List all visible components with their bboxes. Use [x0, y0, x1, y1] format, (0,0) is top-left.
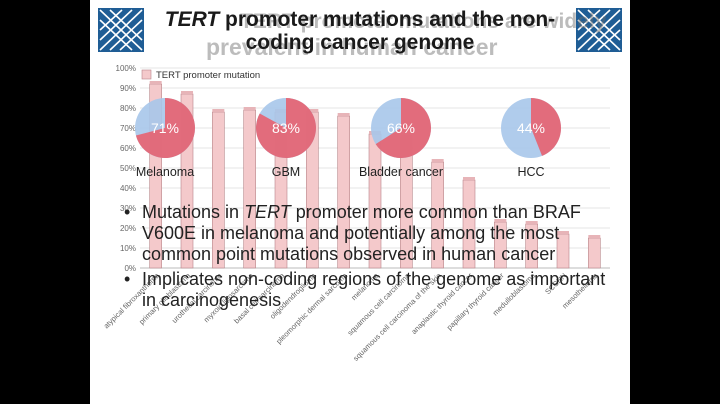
- ghost-title-line1: TERT promoter mutations are widely: [240, 10, 607, 33]
- bar-top: [588, 235, 601, 238]
- logo-mark-icon: [576, 8, 622, 52]
- tert-mutation-chart: 0%10%20%30%40%50%60%70%80%90%100%atypica…: [102, 64, 610, 363]
- bar-top: [431, 159, 444, 162]
- title-line2: coding cancer genome: [245, 31, 475, 54]
- bullet-item: • Mutations in TERT promoter more common…: [120, 202, 620, 265]
- bullet-text-italic: TERT: [244, 202, 291, 222]
- y-tick-label: 70%: [120, 124, 136, 133]
- pie-percent-label: 71%: [151, 120, 179, 136]
- pie-percent-label: 83%: [272, 120, 300, 136]
- ghost-title-line2: prevalent in human cancer: [206, 34, 498, 60]
- bullet-text-post: promoter more common than BRAF V600E in …: [142, 202, 581, 264]
- y-tick-label: 90%: [120, 84, 136, 93]
- slide-title: TERT promoter mutations and the non- cod…: [150, 8, 570, 54]
- legend-swatch: [141, 69, 152, 80]
- bullet-list: • Mutations in TERT promoter more common…: [120, 202, 620, 315]
- y-tick-label: 50%: [120, 164, 136, 173]
- bar-top: [306, 109, 319, 112]
- pie-label: Bladder cancer: [359, 165, 443, 179]
- pie-percent-label: 66%: [387, 120, 415, 136]
- pie-slice-mutated: [256, 98, 316, 159]
- bar-top: [181, 91, 193, 94]
- bar-top: [243, 107, 256, 110]
- bar-top: [525, 221, 538, 224]
- bar-top: [463, 177, 475, 180]
- y-tick-label: 30%: [120, 204, 136, 213]
- bullet-text-pre: Implicates non-coding regions of the gen…: [142, 269, 606, 310]
- y-tick-label: 0%: [124, 264, 136, 273]
- pie-label: GBM: [272, 165, 300, 179]
- legend-label: TERT promoter mutation: [156, 70, 260, 81]
- y-tick-label: 80%: [120, 104, 136, 113]
- bar-top: [337, 113, 350, 116]
- pie-label: HCC: [517, 165, 544, 179]
- pie-slice-mutated: [375, 98, 432, 159]
- slide: TERT promoter mutations are widely preva…: [90, 0, 630, 404]
- pie-label: Melanoma: [136, 165, 194, 179]
- institution-logo-right: [576, 8, 622, 52]
- bullet-text-pre: Mutations in: [142, 202, 245, 222]
- bar-top: [212, 109, 225, 112]
- bar-top: [557, 231, 569, 234]
- y-tick-label: 100%: [116, 64, 136, 73]
- bar-top: [149, 81, 162, 84]
- y-tick-label: 20%: [120, 224, 136, 233]
- title-italic-gene: TERT: [164, 8, 220, 31]
- title-line1: promoter mutations and the non-: [219, 8, 556, 31]
- y-tick-label: 40%: [120, 184, 136, 193]
- pie-slice-mutated: [531, 98, 561, 156]
- bar-top: [494, 219, 507, 222]
- pie-slice-mutated: [135, 98, 195, 159]
- y-tick-label: 60%: [120, 144, 136, 153]
- logo-mark-icon: [98, 8, 144, 52]
- y-tick-label: 10%: [120, 244, 136, 253]
- pie-percent-label: 44%: [517, 120, 545, 136]
- bullet-dot: •: [124, 202, 131, 222]
- bullet-item: • Implicates non-coding regions of the g…: [120, 269, 620, 311]
- institution-logo-left: [98, 8, 144, 52]
- bullet-dot: •: [124, 269, 131, 289]
